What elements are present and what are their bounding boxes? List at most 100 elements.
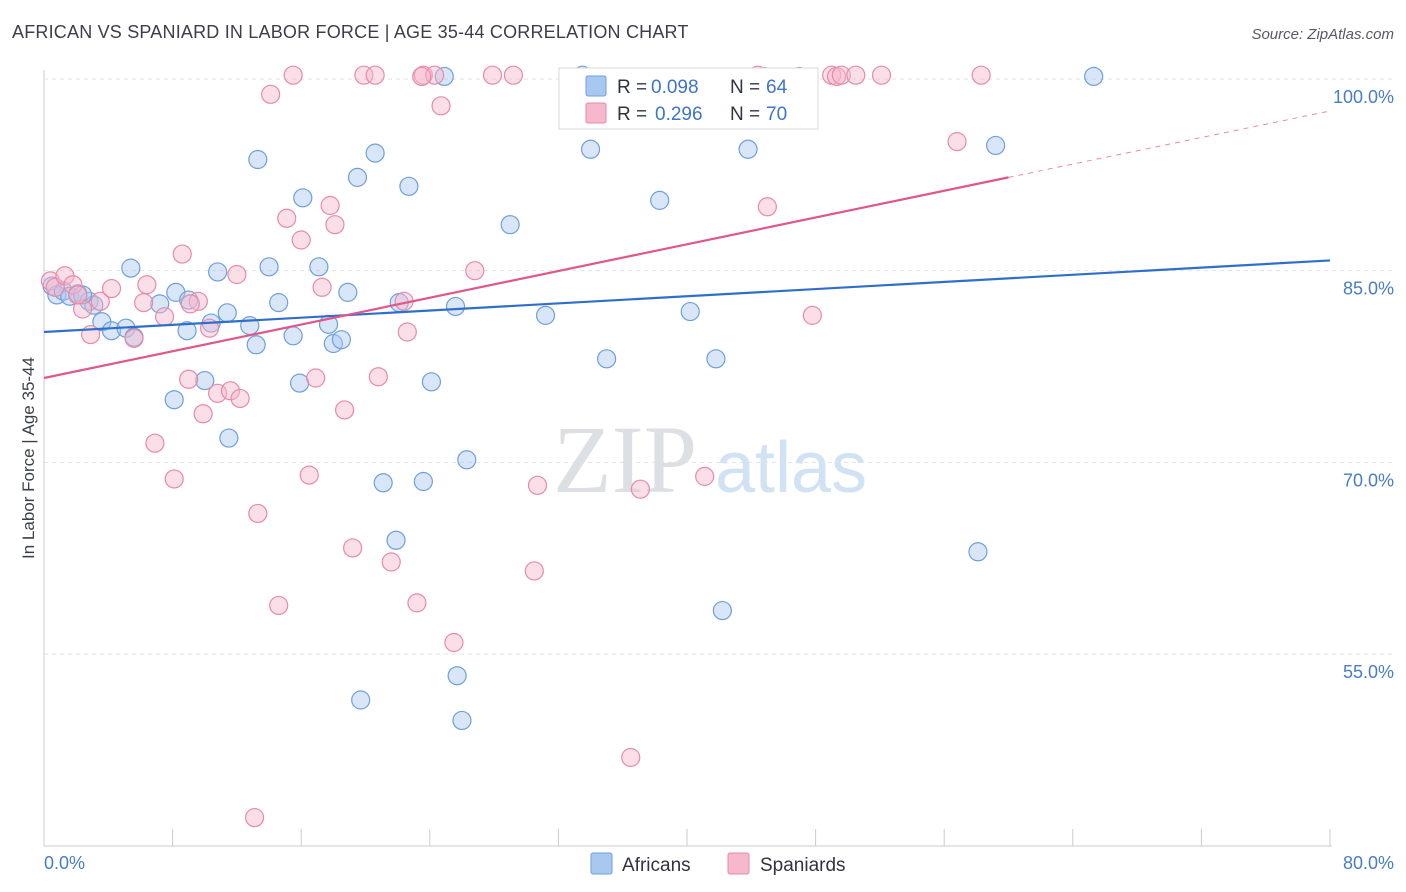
chart-source: Source: ZipAtlas.com xyxy=(1251,26,1394,43)
spaniards-point xyxy=(503,65,523,85)
africans-point xyxy=(580,139,601,159)
spaniards-point xyxy=(154,307,175,327)
africans-point xyxy=(706,349,726,369)
spaniards-point xyxy=(312,277,332,297)
africans-point xyxy=(650,190,670,210)
spaniards-point xyxy=(630,479,650,499)
trend-lines xyxy=(43,110,1331,380)
spaniards-point xyxy=(407,593,427,613)
spaniards-point xyxy=(137,275,157,295)
spaniards-point xyxy=(269,595,289,616)
spaniards-point xyxy=(482,65,503,85)
spaniards-point xyxy=(124,328,144,348)
africans-point xyxy=(447,666,467,686)
trend-line-spaniards-extension xyxy=(1008,110,1331,178)
legend-n-value-spaniards: 70 xyxy=(766,104,787,125)
y-axis-title: In Labor Force | Age 35-44 xyxy=(19,357,38,559)
spaniards-point xyxy=(802,305,822,325)
spaniards-point xyxy=(871,65,892,85)
spaniards-point xyxy=(325,215,345,235)
africans-point xyxy=(399,176,419,196)
legend-swatch-africans xyxy=(585,75,607,97)
bottom-legend-swatch-spaniards xyxy=(727,852,750,875)
spaniards-point xyxy=(412,66,432,87)
spaniards-point xyxy=(524,561,544,581)
bottom-legend-label-africans: Africans xyxy=(622,855,691,876)
legend-r-value-spaniards: 0.296 xyxy=(655,104,703,125)
africans-point xyxy=(331,330,351,350)
spaniards-point xyxy=(68,285,88,305)
spaniards-point xyxy=(248,503,268,524)
series-legend: Africans Spaniards xyxy=(590,852,846,876)
spaniards-point xyxy=(299,465,319,485)
bottom-legend-swatch-africans xyxy=(590,852,613,875)
spaniards-point xyxy=(621,747,641,768)
spaniards-point xyxy=(335,400,355,420)
africans-point xyxy=(289,373,310,393)
africans-point xyxy=(597,349,617,369)
trend-line-spaniards xyxy=(43,176,1009,380)
spaniards-point xyxy=(343,538,363,558)
africans-point xyxy=(72,285,93,305)
legend-r-value-africans: 0.098 xyxy=(651,77,699,98)
spaniards-point xyxy=(431,96,451,116)
africans-point xyxy=(680,301,700,322)
x-tick-label-max: 80.0% xyxy=(1343,853,1394,873)
spaniards-point xyxy=(971,65,991,85)
africans-point xyxy=(351,690,371,710)
spaniards-point xyxy=(381,552,401,572)
africans-point xyxy=(195,370,215,391)
spaniards-point xyxy=(244,807,265,828)
y-tick-labels: 55.0% 70.0% 85.0% 100.0% xyxy=(1333,87,1394,682)
bottom-legend-label-spaniards: Spaniards xyxy=(760,855,846,876)
y-tick-label: 70.0% xyxy=(1343,470,1394,490)
spaniards-point xyxy=(172,244,192,264)
spaniards-point xyxy=(831,65,851,85)
legend-n-label-spaniards: N = xyxy=(730,104,760,125)
spaniards-point xyxy=(63,275,83,295)
spaniards-point xyxy=(527,475,548,495)
africans-point xyxy=(452,710,472,731)
africans-point xyxy=(445,296,466,317)
spaniards-point xyxy=(291,230,311,250)
africans-point xyxy=(150,294,170,314)
watermark: ZIP atlas xyxy=(553,406,867,513)
spaniards-point xyxy=(320,195,340,216)
spaniards-point xyxy=(90,291,110,311)
spaniards-point xyxy=(397,322,417,342)
africans-point xyxy=(338,282,358,302)
africans-point xyxy=(246,335,266,355)
africans-point xyxy=(535,305,556,325)
watermark-zip: ZIP xyxy=(553,406,697,513)
spaniards-point xyxy=(947,132,967,152)
africans-point xyxy=(738,139,758,159)
chart-title: AFRICAN VS SPANIARD IN LABOR FORCE | AGE… xyxy=(12,22,689,42)
africans-point xyxy=(434,66,454,87)
africans-point xyxy=(457,450,477,470)
africans-point xyxy=(121,258,141,278)
africans-point xyxy=(347,167,368,187)
spaniards-point xyxy=(164,469,184,489)
trend-line-africans xyxy=(43,259,1331,334)
y-tick-label: 100.0% xyxy=(1333,87,1394,107)
spaniards-point xyxy=(230,388,250,409)
africans-point xyxy=(1084,66,1104,87)
africans-point xyxy=(309,257,329,277)
y-tick-label: 85.0% xyxy=(1343,279,1394,299)
stats-legend: R = 0.098 N = 64 R = 0.296 N = 70 xyxy=(558,67,819,130)
africans-point xyxy=(986,135,1006,156)
spaniards-point xyxy=(134,293,154,313)
africans-point xyxy=(712,600,732,621)
africans-point xyxy=(373,473,393,493)
legend-r-label-africans: R = xyxy=(617,77,647,98)
africans-point xyxy=(248,149,268,170)
spaniards-point xyxy=(101,278,122,299)
x-tick-label-min: 0.0% xyxy=(44,853,85,873)
spaniards-point xyxy=(368,367,388,387)
spaniards-point xyxy=(145,433,165,453)
spaniards-point xyxy=(365,65,385,85)
spaniards-point xyxy=(444,632,464,653)
spaniards-point xyxy=(465,261,485,281)
africans-point xyxy=(208,262,228,282)
